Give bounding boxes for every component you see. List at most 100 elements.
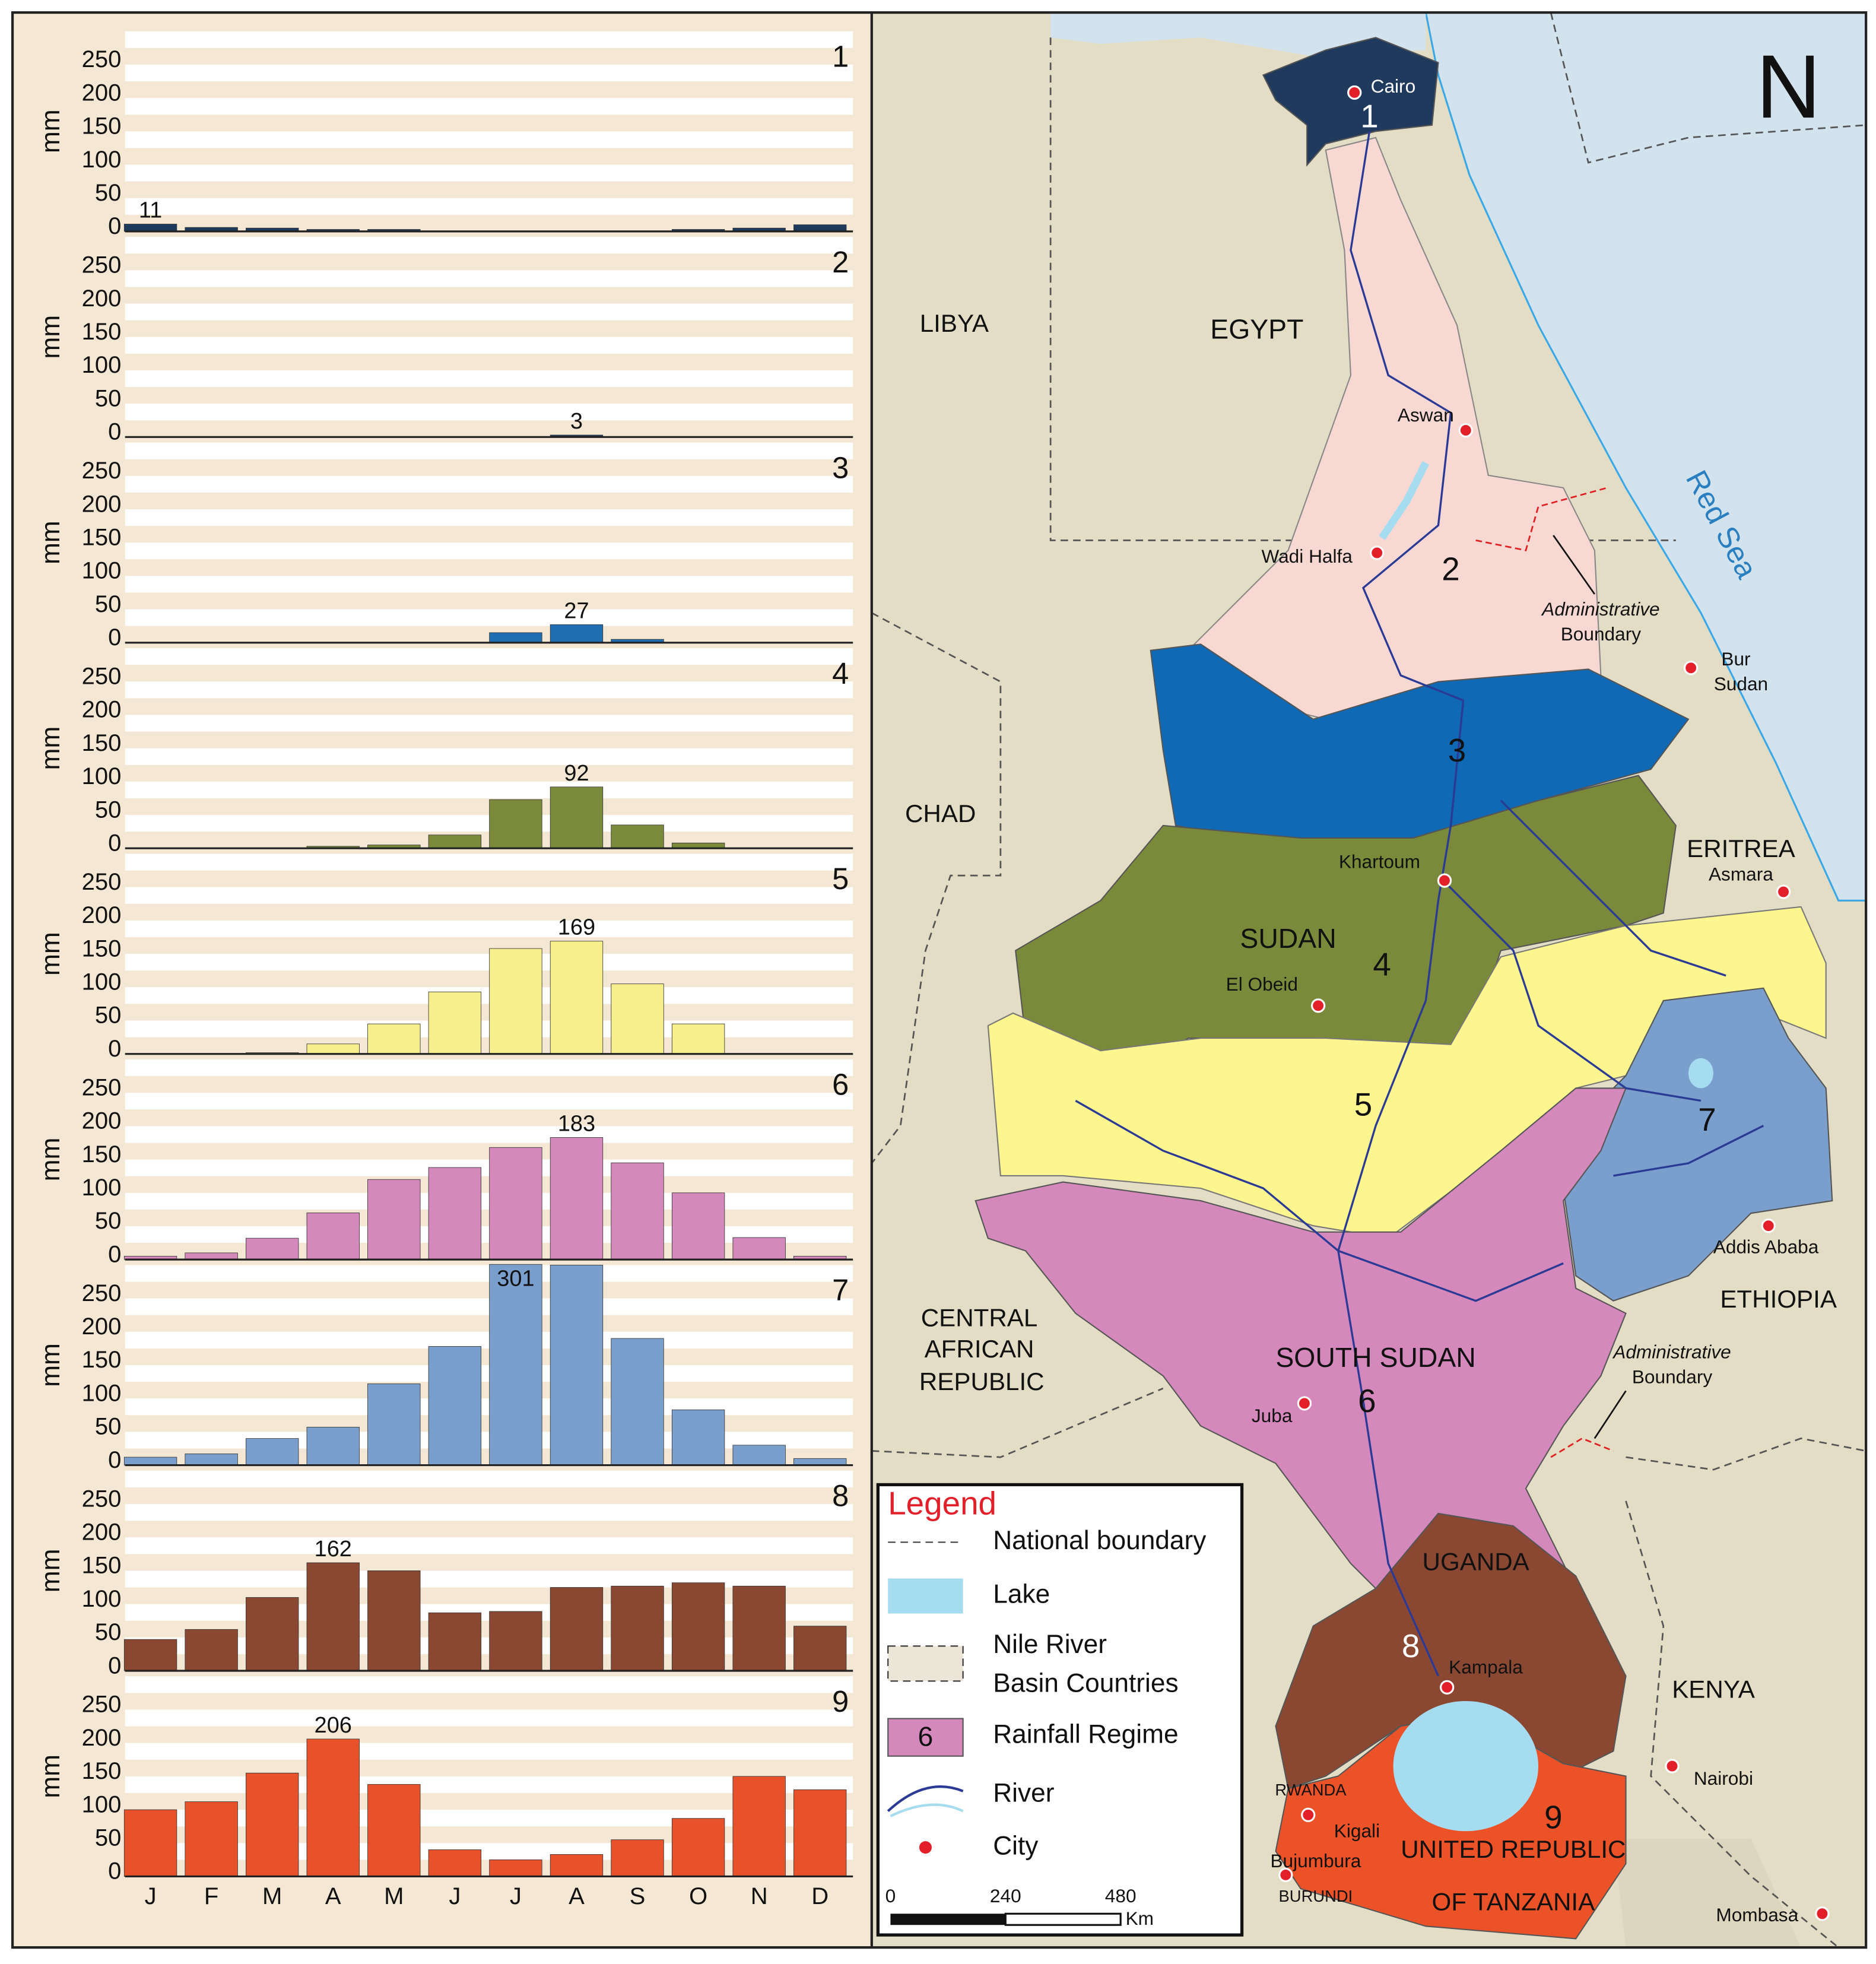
- bar: [671, 1192, 725, 1260]
- legend-item: National boundary: [993, 1526, 1207, 1555]
- bar: [185, 1629, 238, 1671]
- region-label: 2: [1442, 551, 1459, 588]
- value-label: 3: [570, 409, 583, 434]
- stripe: [125, 198, 853, 215]
- y-tick-label: 200: [82, 80, 122, 106]
- stripe: [125, 648, 853, 665]
- bar: [732, 1585, 786, 1671]
- bar: [611, 1338, 664, 1465]
- y-tick-label: 50: [95, 591, 122, 617]
- y-tick-label: 100: [82, 1175, 122, 1201]
- y-tick-label: 100: [82, 1791, 122, 1817]
- country-label: ERITREA: [1687, 835, 1795, 862]
- city-dot: [1278, 1867, 1293, 1883]
- city-label: Kampala: [1449, 1657, 1523, 1678]
- stripe: [125, 748, 853, 765]
- y-axis-label: mm: [36, 726, 65, 770]
- panel-number: 9: [832, 1684, 849, 1718]
- y-tick-label: 250: [82, 1074, 122, 1100]
- bar: [732, 1237, 786, 1260]
- y-tick-label: 250: [82, 46, 122, 72]
- x-tick-label: F: [204, 1883, 218, 1909]
- bar: [671, 1409, 725, 1465]
- region-label: 6: [1358, 1382, 1376, 1419]
- city-label: Asmara: [1709, 864, 1773, 885]
- legend-sample: 6: [918, 1721, 934, 1752]
- y-tick-label: 50: [95, 1414, 122, 1440]
- city-dot: [1311, 998, 1326, 1013]
- y-tick-label: 200: [82, 697, 122, 723]
- stripe: [125, 987, 853, 1004]
- panel-number: 8: [832, 1479, 849, 1513]
- bar: [428, 1167, 482, 1260]
- river: [1443, 881, 1702, 1102]
- stripe: [125, 681, 853, 699]
- region-label: 9: [1544, 1799, 1562, 1836]
- stripe: [125, 1504, 853, 1521]
- admin-label: Administrative: [1612, 1341, 1731, 1363]
- y-tick-label: 200: [82, 1725, 122, 1751]
- scale-label: 480: [1105, 1885, 1137, 1906]
- y-tick-label: 150: [82, 319, 122, 345]
- y-tick-label: 50: [95, 1825, 122, 1851]
- city-label: Bur: [1721, 648, 1750, 670]
- stripe: [125, 1126, 853, 1143]
- region-label: 4: [1373, 945, 1391, 982]
- region-label: 1: [1360, 98, 1378, 135]
- stripe: [125, 1265, 853, 1282]
- value-label: 301: [497, 1267, 534, 1292]
- stripe: [125, 131, 853, 148]
- bar: [367, 1179, 421, 1260]
- stripe: [125, 781, 853, 798]
- bar: [306, 1043, 360, 1055]
- y-tick-label: 250: [82, 1692, 122, 1718]
- bar: [671, 1818, 725, 1877]
- bar: [489, 1264, 542, 1465]
- country-label: RWANDA: [1275, 1781, 1347, 1799]
- stripe: [125, 954, 853, 971]
- arrows: [1553, 535, 1627, 1439]
- y-tick-label: 50: [95, 1208, 122, 1234]
- lake: [1379, 461, 1430, 540]
- city-dot: [1815, 1906, 1830, 1921]
- x-tick-label: J: [145, 1883, 157, 1909]
- y-tick-label: 100: [82, 352, 122, 378]
- city-label: Addis Ababa: [1713, 1236, 1819, 1257]
- legend-item: Rainfall Regime: [993, 1720, 1178, 1749]
- region-label: 7: [1698, 1101, 1716, 1138]
- bar: [489, 799, 542, 849]
- y-axis-label: mm: [36, 109, 65, 153]
- charts: 050100150200250mm111050100150200250mm230…: [36, 31, 853, 1909]
- bar: [793, 1789, 847, 1877]
- legend-item: City: [993, 1831, 1039, 1860]
- legend-swatch: [919, 1841, 932, 1854]
- scale-bar: [1004, 1912, 1122, 1926]
- regime-6: [974, 1087, 1627, 1589]
- legend-item: Basin Countries: [993, 1668, 1178, 1698]
- bar: [185, 1252, 238, 1260]
- y-tick-label: 0: [108, 213, 121, 239]
- stripe: [125, 98, 853, 115]
- value-label: 27: [564, 598, 589, 623]
- y-tick-label: 150: [82, 524, 122, 550]
- bar: [550, 1854, 604, 1877]
- y-axis-label: mm: [36, 932, 65, 976]
- y-tick-label: 50: [95, 385, 122, 411]
- stripe: [125, 542, 853, 560]
- stripe: [125, 31, 853, 48]
- country-label: KENYA: [1672, 1675, 1756, 1703]
- legend-swatch: [887, 1645, 964, 1682]
- stripe: [125, 237, 853, 254]
- y-tick-label: 250: [82, 458, 122, 484]
- stripe: [125, 1709, 853, 1727]
- admin-label: Boundary: [1561, 623, 1642, 645]
- regime-1: [1262, 37, 1439, 167]
- y-tick-label: 50: [95, 180, 122, 206]
- y-tick-label: 150: [82, 1553, 122, 1579]
- stripe: [125, 1159, 853, 1176]
- x-tick-label: O: [689, 1883, 707, 1909]
- stripe: [125, 815, 853, 832]
- y-tick-label: 200: [82, 902, 122, 928]
- bar: [550, 1587, 604, 1671]
- stripe: [125, 337, 853, 354]
